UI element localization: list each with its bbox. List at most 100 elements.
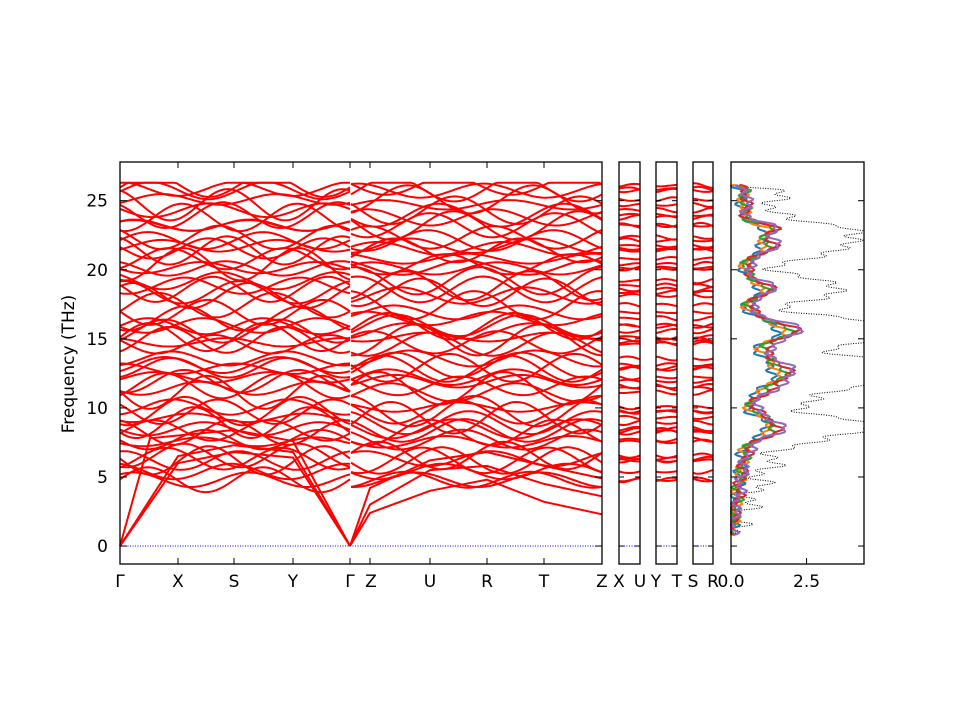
band-line (618, 437, 641, 441)
band-line (119, 321, 351, 353)
band-line (350, 331, 603, 343)
band-line (655, 437, 678, 443)
high-symmetry-label: X (613, 572, 625, 592)
dos-x-tick-label: 0.0 (717, 572, 744, 592)
band-line (692, 340, 714, 346)
band-line (692, 389, 714, 396)
band-line (655, 405, 678, 409)
band-line (618, 310, 640, 315)
band-line (350, 277, 603, 308)
acoustic-band-line (119, 428, 351, 547)
band-line (655, 261, 678, 266)
dos-total-line (730, 184, 865, 535)
band-line (119, 237, 351, 260)
band-line (692, 201, 714, 208)
band-line (692, 382, 714, 389)
band-line (692, 260, 714, 267)
band-line (655, 282, 678, 287)
band-lines (119, 181, 714, 547)
band-line (655, 365, 678, 371)
high-symmetry-label: R (707, 572, 719, 592)
band-line (618, 243, 641, 247)
high-symmetry-label: X (172, 572, 184, 592)
band-line (350, 322, 603, 340)
band-line (119, 260, 351, 277)
band-line (618, 419, 641, 426)
band-line (618, 426, 641, 434)
band-line (692, 315, 714, 322)
band-line (655, 415, 678, 420)
band-line (655, 247, 678, 253)
band-line (655, 302, 678, 307)
band-line (655, 421, 678, 425)
band-line (692, 256, 713, 261)
band-line (655, 426, 678, 432)
band-line (618, 470, 641, 474)
band-line (119, 412, 351, 424)
band-line (350, 252, 603, 265)
high-symmetry-label: Γ (345, 572, 355, 592)
band-line (119, 317, 351, 334)
band-line (350, 418, 603, 443)
band-line (692, 452, 714, 457)
band-line (692, 189, 714, 193)
band-line (692, 426, 714, 433)
band-line (350, 349, 603, 368)
band-line (350, 241, 603, 256)
band-line (655, 375, 678, 380)
band-line (618, 458, 641, 463)
high-symmetry-label: Z (596, 572, 608, 592)
band-line (655, 355, 678, 362)
band-line (692, 246, 714, 251)
band-line (618, 182, 641, 188)
high-symmetry-label: S (688, 572, 699, 592)
band-line (350, 237, 603, 254)
panel-frames (119, 161, 865, 565)
band-line (618, 329, 641, 334)
band-line (350, 410, 603, 436)
band-line (618, 212, 641, 217)
band-line (655, 459, 678, 464)
band-line (350, 304, 603, 321)
band-line (618, 454, 641, 459)
band-line (618, 278, 641, 283)
band-line (692, 477, 714, 483)
high-symmetry-label: R (481, 572, 493, 592)
band-line (692, 415, 714, 420)
band-line (618, 335, 641, 339)
band-line (119, 466, 351, 494)
band-line (655, 339, 678, 345)
band-line (692, 322, 714, 329)
high-symmetry-label: S (229, 572, 240, 592)
high-symmetry-label: Y (650, 572, 662, 592)
band-line (350, 212, 603, 239)
band-line (119, 372, 351, 400)
band-line (618, 234, 641, 239)
band-line (119, 398, 351, 416)
band-line (119, 218, 351, 232)
acoustic-band-line (119, 451, 351, 547)
band-line (619, 316, 641, 321)
band-line (350, 401, 603, 413)
band-line (692, 235, 714, 240)
band-line (119, 235, 351, 266)
band-line (655, 383, 678, 390)
band-line (692, 458, 714, 462)
band-line (655, 224, 678, 228)
band-line (618, 355, 641, 361)
band-line (119, 271, 351, 291)
band-line (119, 305, 351, 332)
band-line (618, 301, 641, 308)
y-tick-label: 0 (97, 537, 108, 557)
band-line (350, 199, 603, 211)
band-line (655, 409, 678, 413)
band-line (692, 363, 714, 368)
band-line (618, 425, 641, 432)
band-line (655, 389, 677, 396)
band-line (692, 239, 714, 243)
band-line (692, 469, 714, 475)
band-line (618, 430, 641, 436)
panel-frame (730, 161, 865, 565)
band-line (618, 410, 641, 414)
high-symmetry-label: Z (365, 572, 377, 592)
